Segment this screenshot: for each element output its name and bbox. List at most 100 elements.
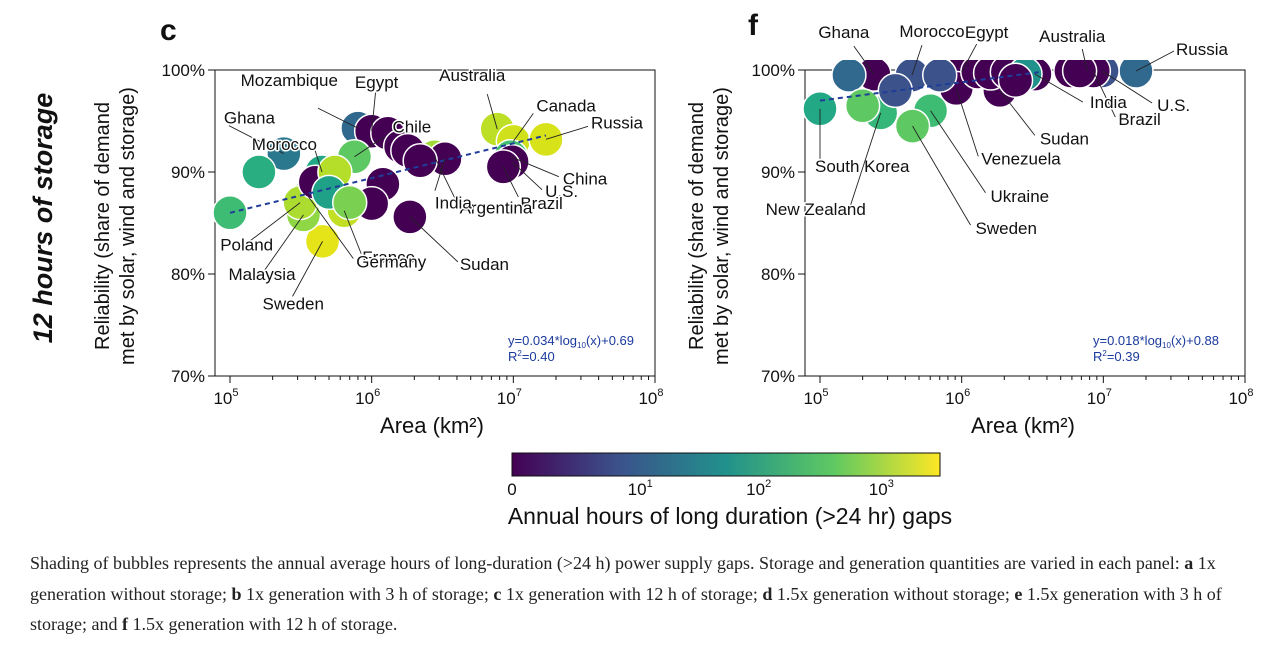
y-tick-label: 100% — [752, 61, 795, 80]
colorbar-ticks: 0 101 102 103 — [507, 478, 894, 499]
y-tick-label: 80% — [171, 265, 205, 284]
label-leader — [999, 90, 1036, 136]
label-germany: Germany — [356, 252, 426, 271]
y-tick-label: 70% — [761, 367, 795, 386]
equation-c-sub: 10 — [577, 341, 586, 350]
plot-frame-c — [214, 69, 656, 377]
colorbar-tick-label: 102 — [746, 478, 771, 499]
ylabel-c-line2: met by solar, wind and storage) — [117, 87, 139, 365]
equation-f-sub: 10 — [1162, 341, 1171, 350]
x-tick-label: 106 — [945, 387, 970, 408]
label-leader — [930, 110, 986, 194]
y-tick-label: 90% — [761, 163, 795, 182]
x-tick-label: 105 — [803, 387, 828, 408]
y-tick-label: 80% — [761, 265, 795, 284]
figure: 12 hours of storage c Reliability (share… — [28, 9, 1254, 529]
caption-letter-b: b — [231, 583, 242, 604]
label-india: India — [435, 194, 472, 213]
label-australia: Australia — [439, 66, 506, 85]
equation-f-prefix: y=0.018*log — [1093, 333, 1162, 348]
label-south-korea: South Korea — [815, 157, 910, 176]
r2-c-sup: 2 — [517, 349, 522, 358]
label-leader — [313, 146, 323, 173]
x-tick-label: 107 — [1087, 387, 1112, 408]
caption-letter-d: d — [762, 583, 773, 604]
x-tick-label: 106 — [355, 387, 380, 408]
label-leader — [850, 112, 882, 205]
label-leader — [853, 45, 875, 75]
label-leader — [955, 88, 979, 157]
labels-c: Ghana Mozambique Morocco Egypt Chile Australi… — [219, 65, 645, 315]
colorbar-tick-label: 103 — [869, 478, 894, 499]
points-f — [802, 60, 1154, 144]
bubble — [844, 87, 881, 124]
label-leader — [961, 43, 978, 73]
ylabel-c-line1: Reliability (share of demand — [92, 102, 114, 350]
label-leader — [228, 125, 285, 155]
y-tick-label: 100% — [162, 61, 205, 80]
bubble — [1061, 60, 1098, 89]
equation-f-suffix: (x)+0.88 — [1171, 333, 1219, 348]
label-sudan: Sudan — [1040, 129, 1089, 148]
r2-f-sup: 2 — [1102, 349, 1107, 358]
label-ghana: Ghana — [818, 23, 870, 42]
r2-f-prefix: R — [1093, 349, 1102, 364]
equation-f: y=0.018*log10(x)+0.88 — [1093, 333, 1219, 350]
label-leader — [486, 94, 498, 130]
bubble — [241, 154, 277, 190]
label-egypt: Egypt — [965, 23, 1009, 42]
panel-c: c Reliability (share of demand met by so… — [92, 14, 664, 438]
label-leader — [1034, 73, 1084, 103]
trend-line — [229, 134, 547, 214]
label-sweden: Sweden — [976, 219, 1037, 238]
xlabel-f: Area (km²) — [971, 413, 1075, 438]
label-france: France — [362, 248, 415, 267]
label-leader — [263, 214, 304, 273]
label-leader — [502, 166, 519, 198]
label-u-s: U.S. — [545, 182, 578, 201]
label-leader — [371, 91, 377, 132]
bubble — [331, 184, 368, 221]
trend-line — [819, 71, 1039, 102]
colorbar-gradient — [511, 452, 941, 477]
ticks-c: 70% 80% 90% 100% 105 106 107 108 — [162, 61, 664, 408]
label-leader — [409, 216, 459, 263]
caption-text-e: 1.5x generation with 3 h of storage; and — [30, 583, 1222, 635]
x-tick-label: 108 — [638, 387, 663, 408]
label-sweden: Sweden — [263, 294, 324, 313]
panel-letter-f: f — [748, 9, 759, 42]
label-leader — [317, 107, 359, 129]
bubble — [997, 62, 1034, 98]
label-leader — [1135, 50, 1175, 72]
label-leader — [354, 136, 385, 158]
panel-letter-c: c — [160, 14, 177, 47]
label-china: China — [563, 170, 608, 189]
figure-caption: Shading of bubbles represents the annual… — [30, 548, 1260, 640]
ticks-f: 70% 80% 90% 100% 105 106 107 108 — [752, 61, 1254, 408]
colorbar: 0 101 102 103 Annual hours of long duration… — [507, 452, 952, 529]
label-morocco: Morocco — [252, 135, 317, 154]
label-venezuela: Venezuela — [981, 149, 1061, 168]
label-leader — [511, 161, 543, 191]
label-leader — [545, 125, 589, 140]
caption-text-a: 1x generation without storage; — [30, 553, 1216, 604]
colorbar-tick-label: 101 — [628, 478, 653, 499]
label-russia: Russia — [591, 113, 644, 132]
r2-f: R2=0.39 — [1093, 349, 1140, 364]
r2-c-prefix: R — [508, 349, 517, 364]
x-tick-label: 108 — [1228, 387, 1253, 408]
equation-c-prefix: y=0.034*log — [508, 333, 577, 348]
equation-c: y=0.034*log10(x)+0.69 — [508, 333, 634, 350]
label-leader — [1081, 48, 1088, 72]
label-australia: Australia — [1039, 27, 1106, 46]
caption-letter-a: a — [1184, 553, 1194, 573]
ylabel-f-line1: Reliability (share of demand — [686, 102, 708, 350]
label-egypt: Egypt — [355, 73, 399, 92]
row-label: 12 hours of storage — [28, 93, 58, 344]
caption-letter-e: e — [1014, 583, 1023, 604]
label-ukraine: Ukraine — [991, 187, 1050, 206]
label-morocco: Morocco — [899, 22, 964, 41]
caption-text-f: 1.5x generation with 12 h of storage. — [127, 614, 398, 634]
caption-text-c: 1x generation with 12 h of storage; — [501, 583, 763, 604]
label-leader — [1101, 70, 1153, 104]
